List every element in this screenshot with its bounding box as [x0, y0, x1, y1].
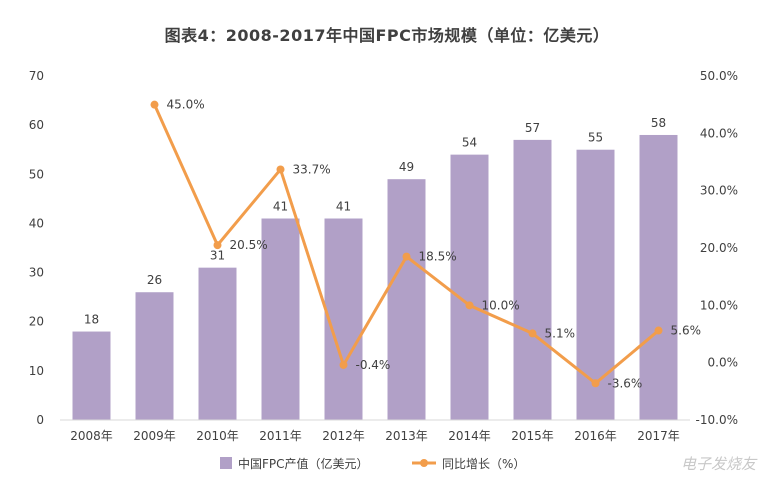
growth-point — [276, 165, 285, 174]
x-tick-label: 2014年 — [448, 429, 491, 443]
bar — [450, 154, 489, 420]
bar-value-label: 58 — [651, 116, 666, 130]
bar-value-label: 31 — [210, 249, 225, 263]
bar — [387, 179, 426, 420]
legend: 中国FPC产值（亿美元） 同比增长（%） — [220, 456, 525, 471]
bar-value-label: 26 — [147, 273, 162, 287]
bar-series — [72, 134, 678, 420]
left-axis: 0 10 20 30 40 50 60 70 — [29, 69, 44, 427]
left-tick-label: 0 — [36, 413, 44, 427]
x-tick-label: 2017年 — [637, 429, 680, 443]
bar — [513, 139, 552, 420]
x-tick-label: 2013年 — [385, 429, 428, 443]
left-tick-label: 30 — [29, 266, 44, 280]
left-tick-label: 40 — [29, 216, 44, 230]
watermark-text: 电子发烧友 — [680, 455, 756, 473]
growth-line-series — [150, 100, 663, 388]
bar — [261, 218, 300, 420]
bar — [72, 331, 111, 420]
right-tick-label: 0.0% — [708, 356, 739, 370]
bar-value-label: 55 — [588, 131, 603, 145]
watermark-logo: 电子发烧友 — [681, 453, 756, 474]
left-tick-label: 10 — [29, 364, 44, 378]
x-tick-label: 2011年 — [259, 429, 302, 443]
chart-title: 图表4：2008-2017年中国FPC市场规模（单位：亿美元） — [164, 26, 610, 45]
left-tick-label: 50 — [29, 167, 44, 181]
bar — [639, 134, 678, 420]
bar-value-label: 41 — [273, 200, 288, 214]
growth-point — [591, 379, 600, 388]
right-tick-label: 10.0% — [700, 298, 738, 312]
left-tick-label: 60 — [29, 118, 44, 132]
legend-line-marker — [420, 459, 428, 467]
bar — [198, 267, 237, 420]
x-tick-label: 2008年 — [70, 429, 113, 443]
growth-value-label: 33.7% — [293, 162, 331, 176]
bar — [324, 218, 363, 420]
x-axis: 2008年 2009年 2010年 2011年 2012年 2013年 2014年 2015年… — [60, 419, 690, 443]
right-tick-label: 50.0% — [700, 69, 738, 83]
growth-point — [339, 360, 348, 369]
bar-value-label: 57 — [525, 121, 540, 135]
growth-value-label: 5.1% — [545, 326, 576, 340]
right-axis: -10.0% 0.0% 10.0% 20.0% 30.0% 40.0% 50.0% — [696, 69, 738, 427]
left-tick-label: 70 — [29, 69, 44, 83]
growth-value-label: 20.5% — [230, 238, 268, 252]
right-tick-label: 20.0% — [700, 241, 738, 255]
bar-value-label: 41 — [336, 200, 351, 214]
growth-point — [528, 329, 537, 338]
x-tick-label: 2009年 — [133, 429, 176, 443]
growth-point — [150, 100, 159, 109]
growth-point — [465, 301, 474, 310]
bar-labels: 18 26 31 41 41 49 54 57 55 58 — [84, 116, 666, 327]
growth-point — [654, 326, 663, 335]
growth-value-label: 45.0% — [167, 98, 205, 112]
growth-value-label: 10.0% — [482, 298, 520, 312]
bar-value-label: 54 — [462, 136, 477, 150]
right-tick-label: 40.0% — [700, 126, 738, 140]
bar — [135, 292, 174, 420]
growth-point — [213, 241, 222, 250]
legend-line-label: 同比增长（%） — [442, 457, 525, 471]
growth-value-label: 18.5% — [419, 250, 457, 264]
x-tick-label: 2015年 — [511, 429, 554, 443]
growth-value-label: 5.6% — [671, 324, 702, 338]
left-tick-label: 20 — [29, 315, 44, 329]
growth-value-label: -3.6% — [608, 376, 643, 390]
x-tick-label: 2012年 — [322, 429, 365, 443]
right-tick-label: -10.0% — [696, 413, 738, 427]
growth-point — [402, 252, 411, 261]
bar-value-label: 18 — [84, 313, 99, 327]
legend-bar-label: 中国FPC产值（亿美元） — [238, 456, 369, 471]
x-tick-label: 2010年 — [196, 429, 239, 443]
x-tick-label: 2016年 — [574, 429, 617, 443]
right-tick-label: 30.0% — [700, 184, 738, 198]
legend-bar-swatch — [220, 457, 232, 469]
bar-value-label: 49 — [399, 160, 414, 174]
growth-value-label: -0.4% — [356, 358, 391, 372]
growth-labels: 45.0% 20.5% 33.7% -0.4% 18.5% 10.0% 5.1% -3.6% 5… — [167, 98, 702, 391]
